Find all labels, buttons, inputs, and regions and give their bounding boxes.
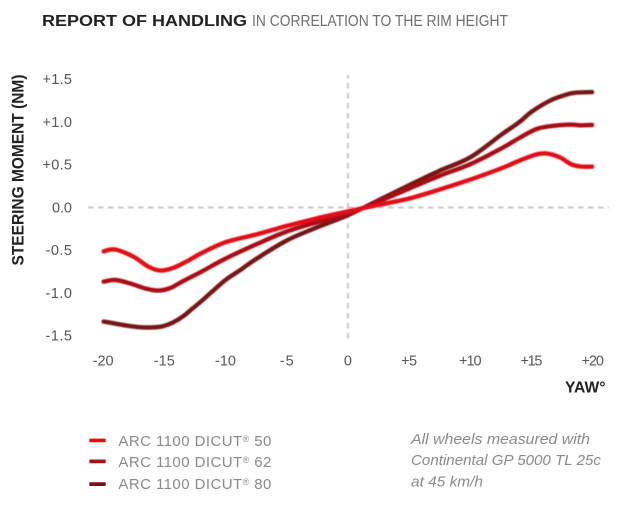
svg-text:0: 0 xyxy=(344,353,352,369)
svg-text:-20: -20 xyxy=(93,353,114,369)
svg-text:+10: +10 xyxy=(459,353,482,369)
svg-text:-15: -15 xyxy=(154,353,175,369)
svg-text:REPORT OF HANDLING: REPORT OF HANDLING xyxy=(42,13,247,30)
svg-text:IN CORRELATION TO THE RIM HEIG: IN CORRELATION TO THE RIM HEIGHT xyxy=(252,13,508,30)
svg-text:ARC 1100 DICUT® 80: ARC 1100 DICUT® 80 xyxy=(118,476,271,493)
svg-text:+15: +15 xyxy=(521,353,543,369)
svg-text:+0.5: +0.5 xyxy=(43,158,73,174)
svg-text:0.0: 0.0 xyxy=(52,200,72,216)
svg-text:+5: +5 xyxy=(401,353,417,369)
svg-text:-5: -5 xyxy=(280,353,294,369)
svg-text:STEERING MOMENT (NM): STEERING MOMENT (NM) xyxy=(10,75,28,266)
svg-text:+20: +20 xyxy=(581,353,604,369)
svg-text:+1.5: +1.5 xyxy=(43,72,73,88)
svg-text:ARC 1100 DICUT® 62: ARC 1100 DICUT® 62 xyxy=(118,454,271,471)
svg-text:Continental GP 5000 TL 25c: Continental GP 5000 TL 25c xyxy=(411,452,601,469)
svg-text:YAW°: YAW° xyxy=(565,380,606,397)
svg-text:ARC 1100 DICUT® 50: ARC 1100 DICUT® 50 xyxy=(118,433,271,450)
svg-text:+1.0: +1.0 xyxy=(43,115,73,131)
svg-text:-1.0: -1.0 xyxy=(46,286,73,302)
svg-text:-10: -10 xyxy=(215,353,236,369)
svg-text:at 45 km/h: at 45 km/h xyxy=(411,473,483,490)
svg-text:-1.5: -1.5 xyxy=(46,329,73,345)
svg-text:-0.5: -0.5 xyxy=(46,243,73,259)
svg-text:All wheels measured with: All wheels measured with xyxy=(410,431,590,448)
